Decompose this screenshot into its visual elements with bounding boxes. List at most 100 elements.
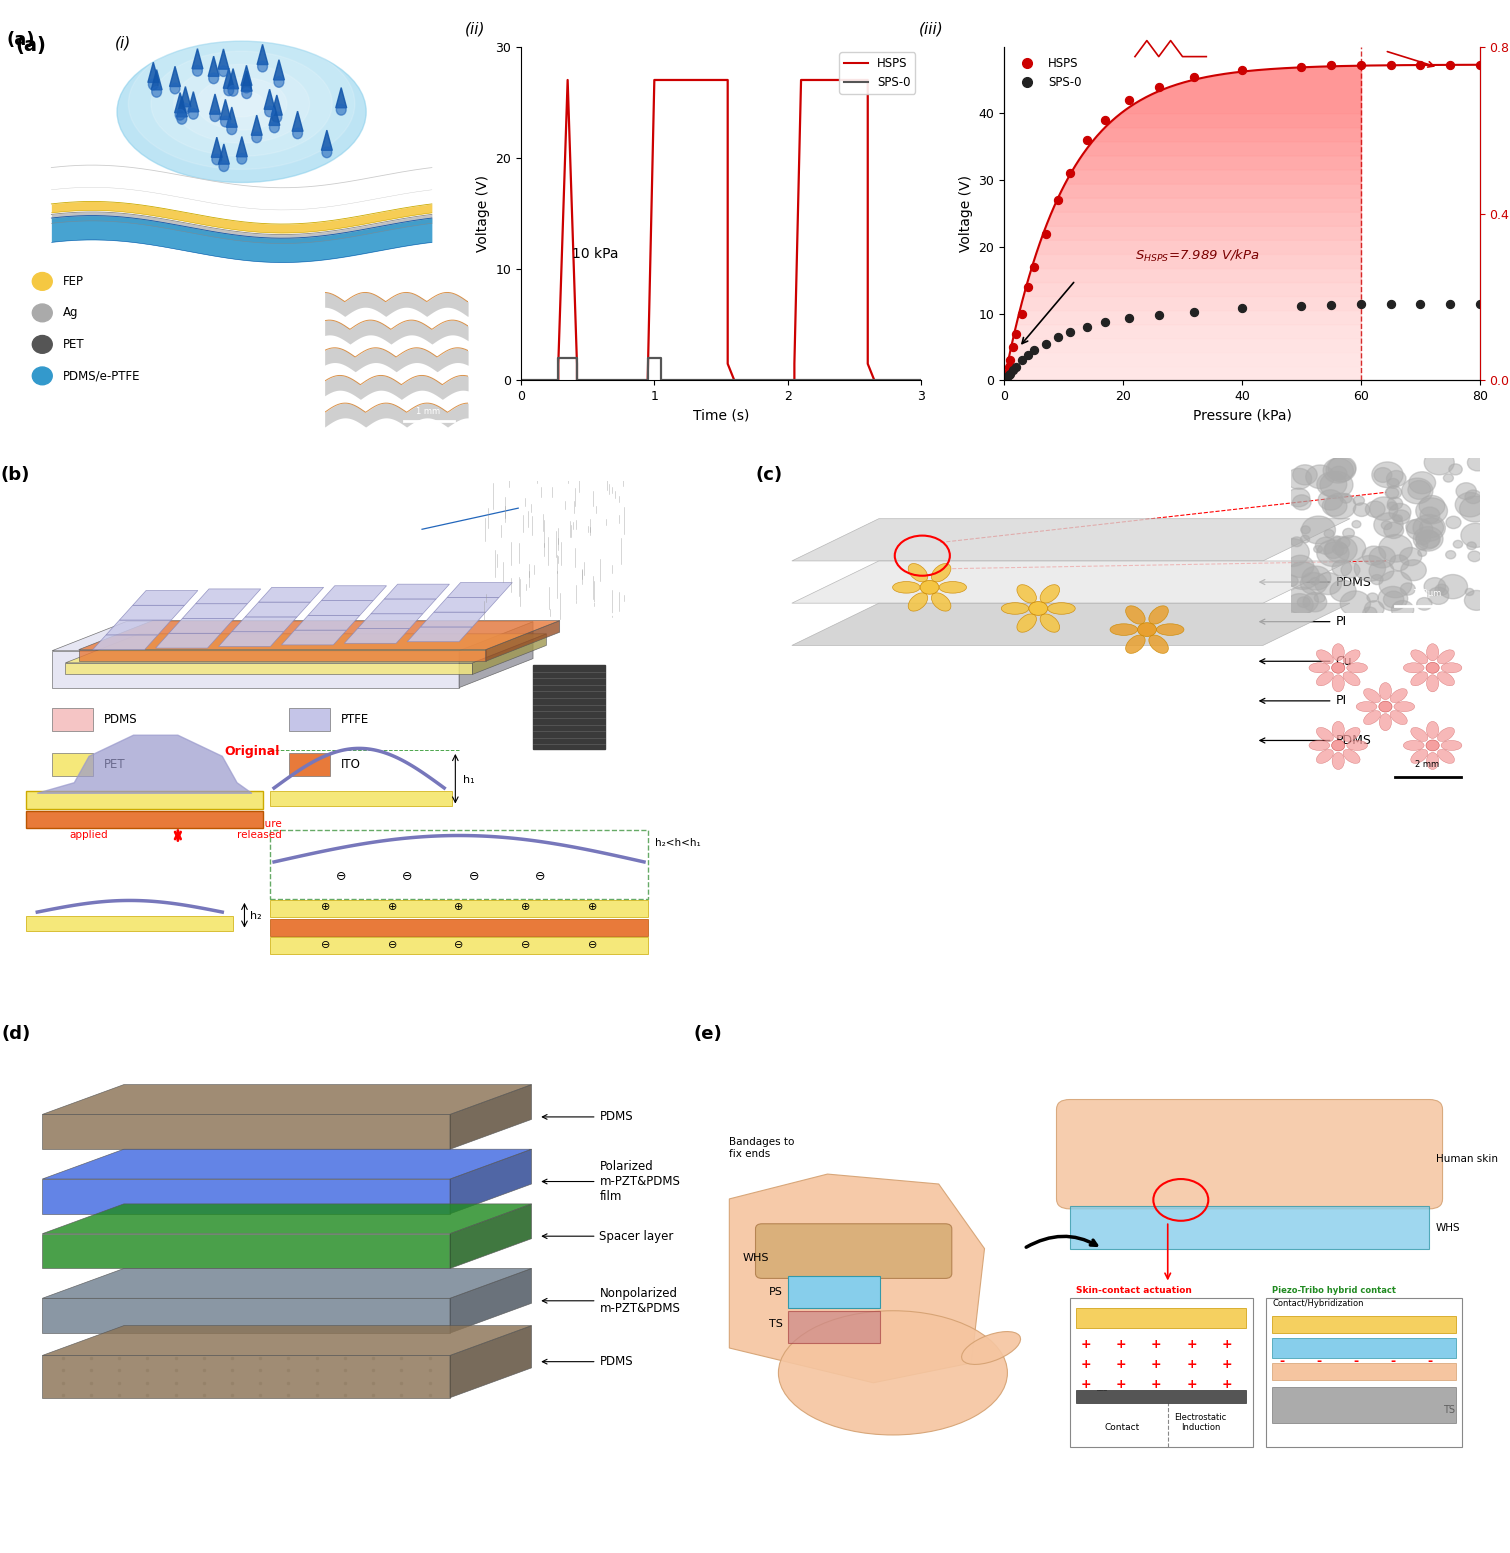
Polygon shape: [408, 627, 473, 641]
Polygon shape: [223, 68, 234, 89]
Circle shape: [920, 581, 939, 595]
Point: [1182, 64, 1206, 89]
Bar: [288, 708, 329, 731]
Point: [1093, 311, 1117, 335]
HSPS: [719, 71, 737, 90]
Polygon shape: [42, 1356, 450, 1398]
Point: [1231, 297, 1255, 321]
Point: [1022, 339, 1046, 363]
Ellipse shape: [1427, 721, 1439, 739]
Text: ⊕: ⊕: [322, 902, 331, 913]
Point: [998, 348, 1022, 373]
Circle shape: [1336, 537, 1350, 548]
Circle shape: [1287, 593, 1314, 617]
Circle shape: [1392, 509, 1410, 525]
Point: [1320, 53, 1344, 78]
Ellipse shape: [908, 593, 927, 612]
SPS-0: [568, 371, 586, 390]
Circle shape: [1416, 598, 1431, 610]
Polygon shape: [175, 93, 186, 113]
Ellipse shape: [223, 85, 234, 96]
Ellipse shape: [1347, 663, 1368, 672]
Text: ⊖: ⊖: [388, 940, 397, 950]
Circle shape: [1379, 587, 1407, 610]
Polygon shape: [281, 631, 347, 644]
Circle shape: [1332, 741, 1345, 752]
Text: PI: PI: [1259, 694, 1347, 707]
Polygon shape: [237, 137, 248, 157]
Point: [994, 365, 1018, 390]
Ellipse shape: [118, 42, 367, 183]
Point: [1182, 300, 1206, 325]
Ellipse shape: [219, 90, 264, 116]
Text: ⊖: ⊖: [402, 870, 412, 884]
Text: (i): (i): [115, 36, 131, 50]
Text: +: +: [1081, 1339, 1092, 1351]
Ellipse shape: [189, 109, 198, 120]
Text: PET: PET: [104, 758, 125, 770]
Circle shape: [1371, 575, 1383, 584]
Circle shape: [1413, 514, 1445, 540]
Circle shape: [1401, 478, 1433, 503]
Circle shape: [1318, 489, 1342, 509]
Polygon shape: [177, 96, 187, 116]
Polygon shape: [187, 92, 199, 112]
Bar: [1273, 1364, 1456, 1381]
Ellipse shape: [1040, 584, 1060, 603]
Text: +: +: [1388, 1337, 1397, 1348]
Ellipse shape: [1149, 635, 1169, 654]
Text: (ii): (ii): [465, 22, 485, 36]
Ellipse shape: [1317, 727, 1333, 741]
Bar: [788, 1277, 880, 1308]
Polygon shape: [38, 735, 252, 794]
Circle shape: [1367, 593, 1379, 603]
Ellipse shape: [1403, 663, 1424, 672]
Text: +: +: [1187, 1378, 1197, 1391]
Polygon shape: [308, 601, 373, 615]
Point: [1034, 221, 1059, 245]
Circle shape: [1342, 528, 1354, 537]
Ellipse shape: [210, 110, 220, 121]
Bar: [270, 790, 451, 806]
Text: WHS: WHS: [743, 1253, 769, 1263]
Ellipse shape: [226, 124, 237, 135]
HSPS: [550, 354, 568, 373]
Ellipse shape: [1427, 643, 1439, 662]
Circle shape: [1317, 472, 1347, 497]
Point: [1045, 188, 1069, 213]
Point: [998, 362, 1022, 387]
Text: Pressure
applied: Pressure applied: [66, 818, 112, 840]
Polygon shape: [42, 1204, 532, 1233]
Text: Cu: Cu: [1259, 655, 1351, 668]
Point: [1117, 306, 1142, 331]
Text: Human skin: Human skin: [1436, 1154, 1498, 1165]
Circle shape: [1407, 519, 1433, 540]
Ellipse shape: [1342, 649, 1361, 663]
Polygon shape: [208, 56, 219, 76]
Bar: [26, 916, 234, 930]
Ellipse shape: [237, 154, 246, 165]
FancyBboxPatch shape: [1057, 1100, 1442, 1208]
Ellipse shape: [1317, 750, 1333, 764]
Ellipse shape: [264, 106, 275, 116]
Text: ⊕: ⊕: [388, 902, 397, 913]
SPS-0: [639, 371, 657, 390]
Ellipse shape: [1342, 727, 1361, 741]
HSPS: [559, 71, 577, 90]
Text: +: +: [1116, 1339, 1126, 1351]
Text: Polarized
m-PZT&PDMS
film: Polarized m-PZT&PDMS film: [542, 1160, 681, 1204]
Circle shape: [1456, 492, 1484, 517]
Point: [1075, 127, 1099, 152]
Circle shape: [1389, 503, 1410, 522]
Polygon shape: [119, 606, 184, 620]
Y-axis label: Voltage (V): Voltage (V): [476, 175, 489, 252]
Polygon shape: [169, 618, 234, 634]
Circle shape: [1293, 495, 1311, 509]
Polygon shape: [421, 612, 486, 627]
Ellipse shape: [148, 79, 159, 90]
Circle shape: [1386, 471, 1406, 486]
Circle shape: [1370, 547, 1395, 568]
Circle shape: [1424, 450, 1454, 475]
Text: PDMS/e-PTFE: PDMS/e-PTFE: [63, 370, 140, 382]
Text: PET: PET: [63, 339, 85, 351]
